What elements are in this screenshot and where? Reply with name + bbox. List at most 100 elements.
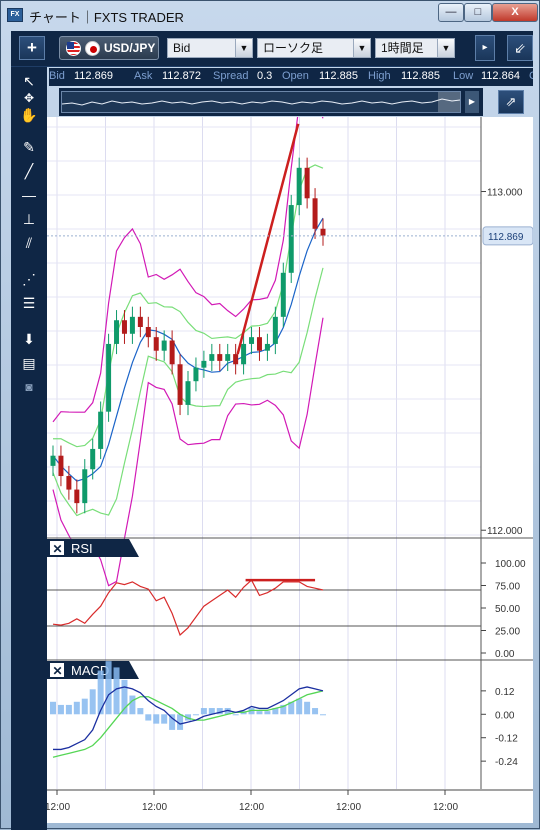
high-value: 112.885: [401, 70, 440, 82]
macd-axis-label: 0.12: [495, 687, 515, 698]
macd-histogram-bar: [113, 667, 120, 715]
candle-body: [296, 167, 302, 206]
candle-body: [233, 354, 239, 365]
macd-histogram-bar: [105, 661, 112, 715]
candle-body: [137, 316, 143, 327]
candle-body: [217, 354, 223, 361]
macd-histogram-bar: [216, 708, 223, 715]
time-axis-label: 12:00: [142, 802, 167, 813]
rsi-panel[interactable]: ✕ RSI: [47, 537, 533, 637]
candle-body: [90, 448, 96, 470]
currency-pair-button[interactable]: USD/JPY: [59, 36, 159, 60]
bollinger-upper1: [53, 164, 324, 448]
chevron-down-icon: ▼: [437, 39, 454, 57]
rsi-axis-label: 0.00: [495, 649, 515, 660]
pointer-icon[interactable]: ↖: [23, 73, 35, 89]
bid-value: 112.869: [74, 70, 113, 82]
fan-icon[interactable]: ⋰: [22, 271, 36, 287]
maximize-button[interactable]: □: [464, 3, 492, 22]
time-axis-label: 12:00: [433, 802, 458, 813]
hline-icon[interactable]: —: [22, 187, 36, 203]
line-icon[interactable]: ╱: [24, 163, 34, 179]
macd-histogram-bar: [185, 714, 191, 721]
trend-line: [236, 123, 300, 355]
macd-histogram-bar: [97, 670, 104, 715]
macd-histogram-bar: [200, 708, 207, 715]
candle-body: [241, 343, 247, 365]
add-chart-button[interactable]: +: [19, 36, 45, 60]
macd-histogram-bar: [304, 701, 311, 715]
low-value: 112.864: [481, 70, 520, 82]
candle-body: [153, 337, 159, 351]
chart-svg[interactable]: ✕ RSI ✕ MACD 112.869 113.000 112.000 100.00 75…: [47, 117, 533, 823]
chevron-down-icon: ▼: [353, 39, 370, 57]
minimize-button[interactable]: —: [438, 3, 464, 22]
candle-body: [304, 167, 310, 199]
panel-close-box: [50, 663, 64, 677]
close-button[interactable]: X: [492, 3, 538, 22]
candle-body: [98, 411, 104, 449]
candle-body: [209, 354, 215, 361]
macd-histogram-bar: [129, 695, 136, 715]
macd-histogram-bar: [161, 714, 168, 724]
high-label: High: [368, 70, 391, 82]
macd-histogram-bar: [232, 714, 239, 716]
macd-histogram-bar: [288, 701, 295, 715]
chart-toolbar: + USD/JPY Bid ▼ ローソク足 ▼ 1時間足 ▼ ▸ ⇙: [11, 31, 533, 67]
channel-icon[interactable]: ⫽: [25, 235, 33, 251]
price-axis-label: 112.000: [487, 526, 523, 537]
spread-label: Spread: [213, 70, 249, 82]
chart-area[interactable]: ✕ RSI ✕ MACD 112.869 113.000 112.000 100.00 75…: [47, 117, 533, 823]
collapse-icon[interactable]: ⇙: [507, 35, 533, 61]
title-bar[interactable]: FX チャート｜FXTS TRADER — □ X: [1, 1, 540, 29]
macd-panel[interactable]: ✕ MACD: [47, 659, 533, 758]
rsi-close-icon: ✕: [53, 542, 63, 556]
macd-histogram-bar: [208, 708, 215, 715]
ask-value: 112.872: [162, 70, 201, 82]
axes: 112.869 113.000 112.000 100.00 75.00 50.00 25.…: [47, 117, 533, 813]
overview-minichart[interactable]: [61, 91, 461, 113]
macd-histogram-bar: [177, 714, 184, 730]
list-icon[interactable]: ▤: [22, 355, 36, 371]
expand-icon[interactable]: ⇗: [498, 90, 524, 114]
fibonacci-icon[interactable]: ☰: [22, 295, 36, 311]
price-type-select[interactable]: Bid ▼: [167, 38, 253, 58]
crosshair-icon[interactable]: ✥: [23, 91, 35, 105]
macd-histogram-bar: [320, 714, 326, 716]
macd-axis-label: -0.12: [495, 734, 518, 745]
price-axis-label: 113.000: [487, 188, 523, 199]
drawing-toolbox: ↖ ✥ ✋ ✎ ╱ — ⊥ ⫽ ⋰ ☰ ⬇ ▤ ◙: [11, 67, 47, 830]
candle-body: [201, 360, 207, 368]
quote-bar: Bid 112.869 Ask 112.872 Spread 0.3 Open …: [49, 68, 533, 86]
macd-histogram-bar: [89, 689, 96, 715]
candle-body: [66, 476, 72, 490]
download-icon[interactable]: ⬇: [23, 331, 35, 347]
price-type-value: Bid: [173, 41, 191, 55]
pen-icon[interactable]: ✎: [23, 139, 35, 155]
jp-flag-icon: [85, 41, 100, 56]
candle-body: [74, 489, 80, 504]
candle-body: [161, 340, 167, 351]
window-title: チャート｜FXTS TRADER: [29, 10, 184, 25]
price-panel[interactable]: [47, 117, 481, 587]
rsi-axis-label: 25.00: [495, 627, 520, 638]
timeframe-select[interactable]: 1時間足 ▼: [375, 38, 455, 58]
rsi-label: RSI: [71, 541, 93, 556]
macd-histogram-bar: [248, 708, 255, 715]
candle-body: [145, 327, 151, 338]
macd-axis-label: 0.00: [495, 710, 515, 721]
overview-right-arrow-icon[interactable]: ▶: [465, 91, 479, 113]
macd-histogram-bar: [272, 708, 279, 715]
candle-body: [58, 455, 64, 477]
hand-icon[interactable]: ✋: [20, 107, 38, 123]
vline-icon[interactable]: ⊥: [22, 211, 36, 227]
camera-icon[interactable]: ◙: [25, 380, 33, 394]
overview-scroller[interactable]: ▶: [59, 88, 483, 116]
macd-histogram-bar: [50, 701, 56, 715]
candle-body: [121, 320, 127, 334]
scroll-right-icon[interactable]: ▸: [475, 35, 495, 61]
chart-type-select[interactable]: ローソク足 ▼: [257, 38, 371, 58]
candle-body: [177, 364, 183, 405]
macd-histogram-bar: [312, 708, 319, 715]
